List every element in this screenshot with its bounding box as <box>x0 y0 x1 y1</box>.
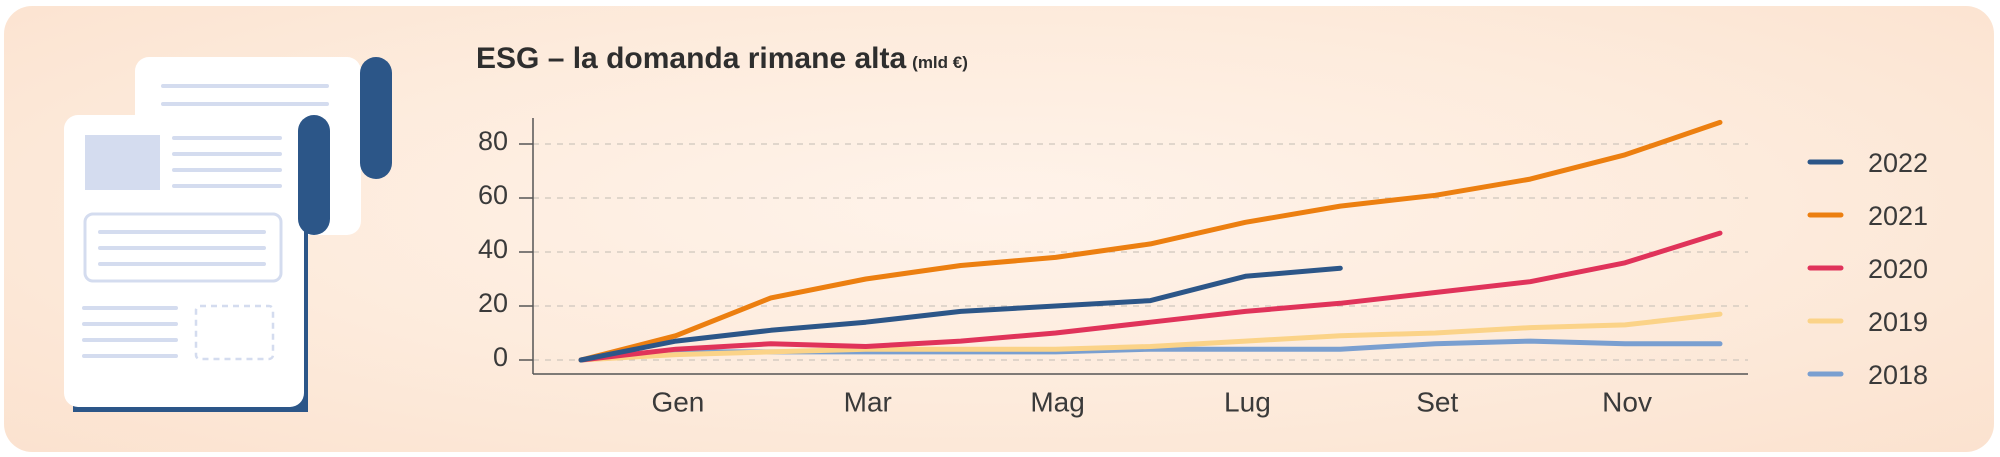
dashed-placeholder <box>194 304 275 361</box>
y-tick-label: 0 <box>493 342 508 372</box>
y-tick-label: 60 <box>478 180 508 210</box>
series-line-2019 <box>578 311 1723 363</box>
chart-unit: (mld €) <box>912 53 968 72</box>
x-tick-label: Gen <box>651 387 704 418</box>
image-placeholder <box>85 135 160 190</box>
chart-title-text: ESG – la domanda rimane alta <box>476 42 907 75</box>
x-tick-label: Mag <box>1030 387 1084 418</box>
legend-label-2018: 2018 <box>1868 360 1928 390</box>
legend-label-2021: 2021 <box>1868 201 1928 231</box>
x-tick-label: Mar <box>844 387 892 418</box>
x-tick-label: Lug <box>1224 387 1271 418</box>
text-box <box>83 212 283 283</box>
chart-title: ESG – la domanda rimane alta (mld €) <box>476 42 968 76</box>
x-tick-label: Set <box>1416 387 1458 418</box>
series-line-2022 <box>578 265 1343 363</box>
x-tick-label: Nov <box>1602 387 1652 418</box>
legend-label-2022: 2022 <box>1868 148 1928 178</box>
y-tick-label: 80 <box>478 126 508 156</box>
y-tick-label: 40 <box>478 234 508 264</box>
series-line-2020 <box>578 230 1723 363</box>
front-scroll-roll <box>298 115 330 235</box>
legend-label-2019: 2019 <box>1868 307 1928 337</box>
document-illustration <box>64 57 392 412</box>
series-line-2021 <box>578 119 1723 363</box>
legend-label-2020: 2020 <box>1868 254 1928 284</box>
back-scroll-roll <box>360 57 392 179</box>
y-tick-label: 20 <box>478 288 508 318</box>
